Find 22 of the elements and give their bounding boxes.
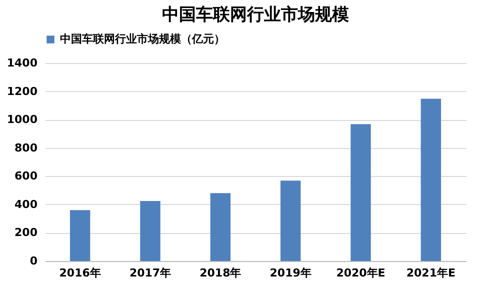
chart-title: 中国车联网行业市场规模 bbox=[162, 5, 349, 25]
bar bbox=[140, 201, 160, 261]
x-tick-label: 2019年 bbox=[270, 266, 312, 280]
bar bbox=[210, 193, 231, 261]
x-tick-label: 2020年E bbox=[336, 266, 386, 280]
x-tick-label: 2016年 bbox=[59, 266, 101, 280]
x-tick-label: 2018年 bbox=[200, 266, 242, 280]
bar bbox=[350, 124, 371, 261]
y-tick-label: 600 bbox=[14, 170, 38, 183]
bar bbox=[280, 180, 301, 261]
legend-label: 中国车联网行业市场规模（亿元） bbox=[60, 32, 225, 46]
bar bbox=[420, 98, 442, 261]
y-tick-label: 1400 bbox=[6, 56, 38, 70]
y-tick-label: 0 bbox=[30, 254, 38, 268]
bar bbox=[70, 210, 90, 261]
y-tick-label: 800 bbox=[14, 141, 38, 154]
y-tick-label: 400 bbox=[14, 198, 38, 211]
x-tick-label: 2017年 bbox=[129, 266, 172, 280]
y-tick-label: 1000 bbox=[6, 113, 38, 126]
y-tick-label: 200 bbox=[14, 226, 38, 240]
y-tick-label: 1200 bbox=[6, 84, 38, 98]
x-tick-label: 2021年E bbox=[406, 266, 456, 280]
